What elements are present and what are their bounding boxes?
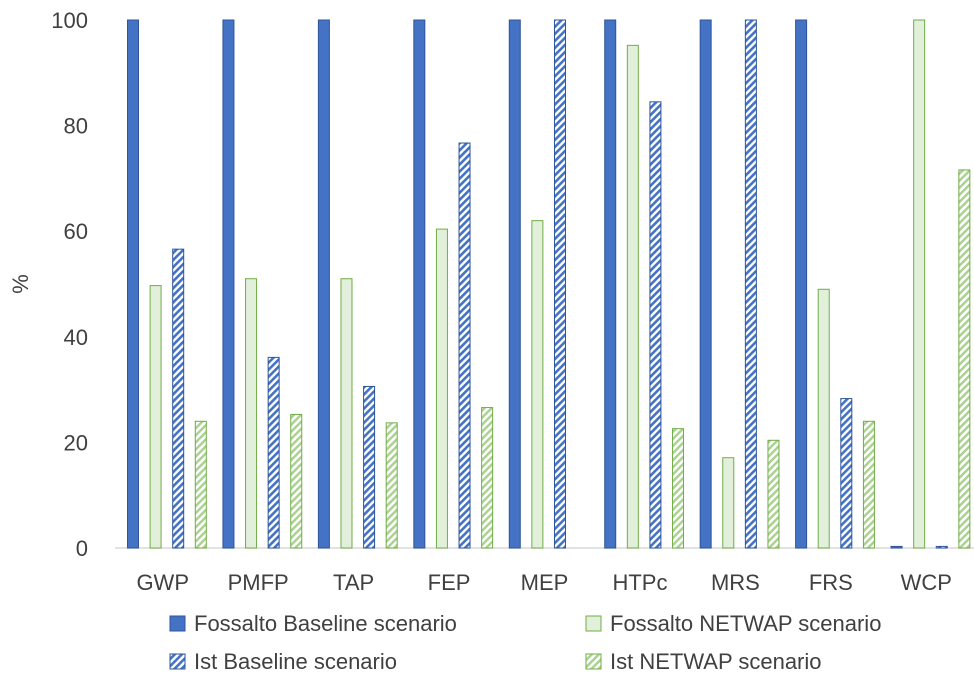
bar-frs-series-1 [795, 19, 808, 549]
x-tick-label: FRS [809, 570, 853, 595]
legend-swatch [169, 615, 186, 632]
bar-wcp-series-3 [935, 545, 948, 549]
bar-mrs-series-3 [744, 19, 757, 549]
bar-pmfp-series-2 [245, 278, 258, 549]
bar-mrs-series-2 [722, 457, 735, 549]
y-axis-ticks: 0 20 40 60 80 100 [51, 8, 88, 561]
bar-htpc-series-1 [604, 19, 617, 549]
bar-frs-series-3 [840, 398, 853, 549]
y-tick-label: 20 [64, 430, 88, 455]
legend-label: Fossalto Baseline scenario [194, 611, 457, 636]
legend-swatch [585, 653, 602, 670]
bar-wcp-series-4 [958, 169, 971, 549]
bars-group [127, 19, 971, 549]
x-tick-label: TAP [333, 570, 374, 595]
bar-gwp-series-2 [149, 285, 162, 549]
bar-tap-series-4 [385, 422, 398, 549]
legend-label: Ist Baseline scenario [194, 649, 397, 674]
x-tick-label: MRS [711, 570, 760, 595]
x-tick-label: PMFP [228, 570, 289, 595]
legend-swatch [585, 615, 602, 632]
legend-swatch [169, 653, 186, 670]
y-tick-label: 60 [64, 219, 88, 244]
bar-tap-series-1 [317, 19, 330, 549]
bar-fep-series-1 [413, 19, 426, 549]
bar-htpc-series-4 [672, 428, 685, 549]
bar-frs-series-2 [817, 288, 830, 549]
x-tick-label: WCP [901, 570, 952, 595]
bar-fep-series-3 [458, 142, 471, 549]
x-tick-label: FEP [428, 570, 471, 595]
bar-fep-series-4 [481, 407, 494, 549]
bar-wcp-series-1 [890, 545, 903, 549]
x-tick-label: HTPc [612, 570, 667, 595]
bar-pmfp-series-4 [290, 413, 303, 549]
bar-mrs-series-4 [767, 439, 780, 549]
legend: Fossalto Baseline scenario Fossalto NETWA… [169, 611, 881, 674]
bar-tap-series-3 [363, 385, 376, 549]
legend-label: Fossalto NETWAP scenario [610, 611, 881, 636]
bar-gwp-series-4 [194, 420, 207, 549]
bar-gwp-series-3 [172, 248, 185, 549]
bar-gwp-series-1 [127, 19, 139, 549]
bar-fep-series-2 [435, 228, 448, 549]
bar-mep-series-3 [553, 19, 566, 549]
legend-label: Ist NETWAP scenario [610, 649, 822, 674]
y-tick-label: 0 [76, 536, 88, 561]
bar-pmfp-series-3 [267, 356, 280, 549]
x-tick-label: MEP [521, 570, 569, 595]
x-tick-label: GWP [136, 570, 189, 595]
bar-mep-series-1 [508, 19, 521, 549]
x-axis-ticks: GWP PMFP TAP FEP MEP HTPc MRS FRS WCP [136, 570, 952, 595]
bar-frs-series-4 [862, 420, 875, 549]
y-tick-label: 80 [64, 114, 88, 139]
bar-htpc-series-3 [649, 101, 662, 549]
bar-mep-series-2 [531, 220, 544, 549]
bar-mrs-series-1 [699, 19, 712, 549]
bar-wcp-series-2 [913, 19, 926, 549]
y-tick-label: 40 [64, 325, 88, 350]
y-axis-title: % [8, 274, 33, 294]
y-tick-label: 100 [51, 8, 88, 33]
bar-tap-series-2 [340, 278, 353, 549]
bar-htpc-series-2 [626, 44, 639, 549]
bar-pmfp-series-1 [222, 19, 235, 549]
